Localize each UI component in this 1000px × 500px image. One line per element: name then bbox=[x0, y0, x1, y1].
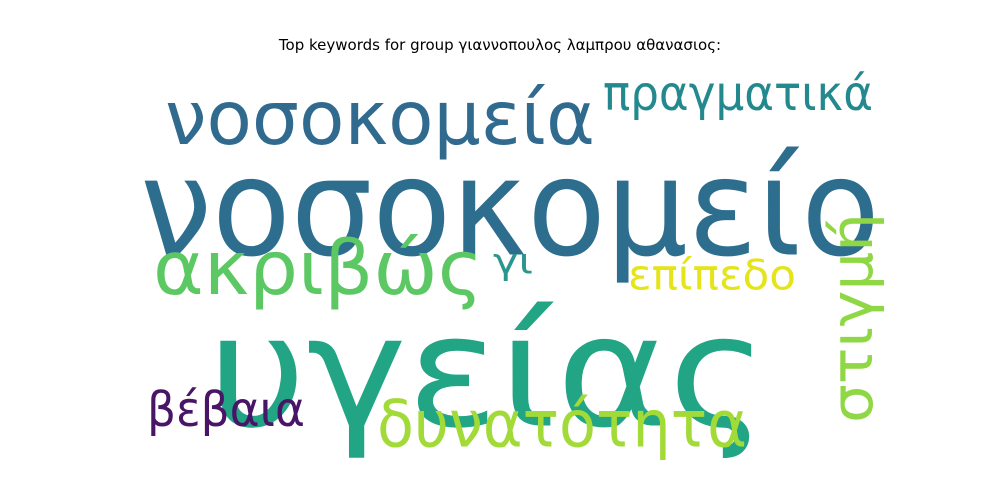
chart-title: Top keywords for group γιαννοπουλος λαμπ… bbox=[278, 36, 722, 54]
word-9: επίπεδο bbox=[628, 251, 796, 300]
word-4: ακριβώς bbox=[153, 224, 483, 312]
word-3: νοσοκομεία bbox=[165, 74, 595, 162]
word-5: δυνατότητα bbox=[377, 388, 747, 463]
word-7: πραγματικά bbox=[603, 66, 873, 122]
word-2: υγείας bbox=[208, 282, 768, 463]
word-1: νοσοκομείο bbox=[140, 130, 880, 287]
word-6: στιγμή bbox=[818, 213, 886, 423]
word-10: γι bbox=[493, 242, 533, 283]
word-8: βέβαια bbox=[147, 382, 305, 438]
